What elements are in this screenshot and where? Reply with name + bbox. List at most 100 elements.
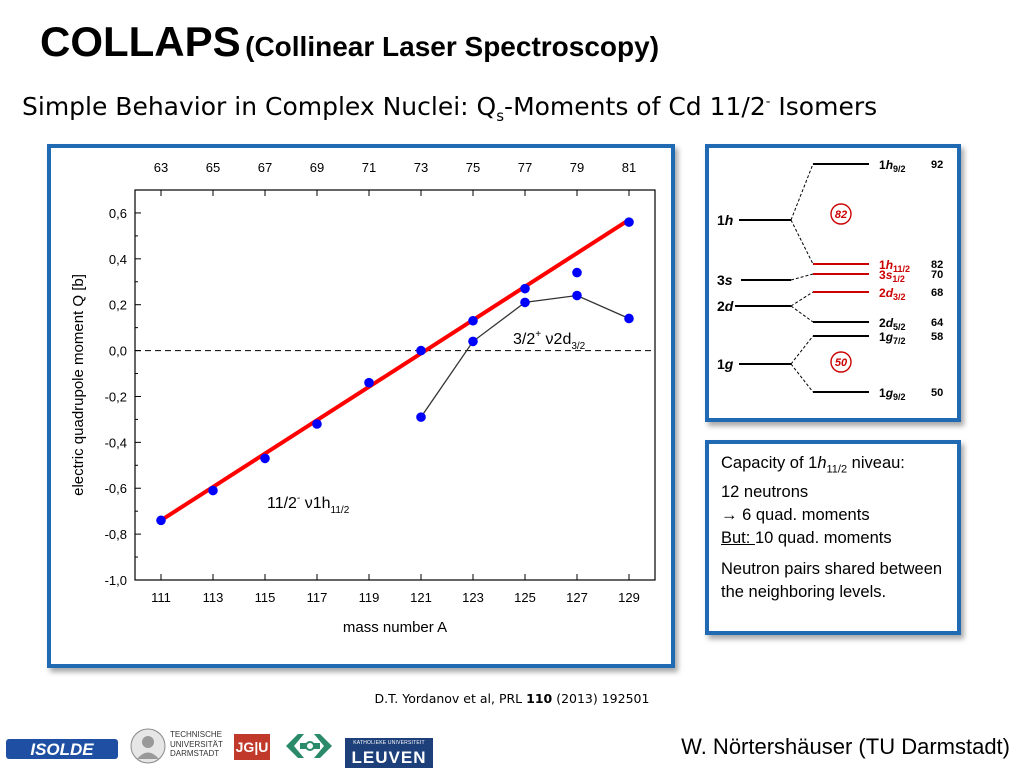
x-tick-label: 115 [255,590,276,605]
x-tick-label: 127 [566,590,588,605]
tud-line-3: DARMSTADT [170,749,220,758]
series-2-point [624,313,634,324]
jgu-logo: JG|U [234,730,270,762]
y-tick-label: -0,8 [105,527,127,542]
level-left-label: 1h [717,212,733,228]
helmholtz-arrow-logo-icon [286,734,332,758]
level-right-j: 9/2 [893,392,906,402]
series-1-point [572,267,582,278]
level-right-n: 1 [879,258,886,272]
level-left-n: 1 [717,212,725,228]
level-right-j: 11/2 [893,264,910,274]
info-line1-pre: Capacity of 1 [721,454,818,472]
annotation-d32-part: ν2d [541,331,571,348]
level-left-label: 3s [717,272,733,288]
annotation-h11-part: ν1h [300,495,330,512]
x-tick-label: 129 [618,590,640,605]
subtitle-post: Isomers [770,92,878,121]
magic-number-circle [830,203,852,225]
level-left-l: s [725,272,733,288]
x-tick-label: 121 [410,590,432,605]
level-right-l: g [885,330,894,344]
annotation-d32-part: + [535,329,541,340]
level-left-l: h [725,212,734,228]
leuven-small-text: KATHOLIEKE UNIVERSITEIT [353,740,425,746]
series-1-point [416,345,426,356]
level-right-label: 2d3/2 [879,286,906,302]
level-occupancy: 64 [931,317,944,329]
level-right-n: 1 [879,386,886,400]
level-right-l: d [886,316,894,330]
annotation-h11-part: 11/2 [267,495,297,512]
slide-title: COLLAPS (Collinear Laser Spectroscopy) [40,18,659,66]
jgu-logo-text: JG|U [234,734,270,760]
x-top-tick-label: 63 [154,160,168,175]
info-line4-but: But: [721,529,755,548]
x-top-tick-label: 75 [466,160,480,175]
level-connector [790,335,814,365]
citation-post: (2013) 192501 [552,691,650,706]
info-paragraph-2: Neutron pairs shared between the neighbo… [721,560,943,602]
magic-number-label: 50 [835,357,848,369]
level-connector [790,163,814,221]
level-right-n: 1 [879,158,886,172]
series-2-point [468,336,478,347]
x-tick-label: 111 [151,590,171,605]
x-top-tick-label: 73 [414,160,428,175]
x-top-tick-label: 65 [206,160,220,175]
citation-pre: D.T. Yordanov et al, PRL [374,691,527,706]
level-right-n: 2 [879,286,886,300]
level-right-l: h [886,258,893,272]
y-tick-label: -0,4 [105,435,127,450]
chart-panel: 111 63 113 65 115 67 117 69 119 71 121 73 123 75 125 77… [47,144,675,668]
level-right-l: h [886,158,893,172]
level-connector [790,363,814,393]
level-right-label: 1g9/2 [879,386,906,402]
series-2-line [420,294,630,418]
quadrupole-chart: 111 63 113 65 115 67 117 69 119 71 121 73 123 75 125 77… [70,160,656,636]
info-line1-post: niveau: [847,454,905,472]
series-2-point [520,297,530,308]
series-2-point [416,412,426,422]
x-axis-label: mass number A [343,619,447,636]
level-occupancy: 50 [931,387,943,399]
annotation-h11-part: 11/2 [331,505,350,516]
level-right-l: g [885,386,894,400]
level-left-n: 2 [717,298,725,314]
ku-leuven-logo: KATHOLIEKE UNIVERSITEIT LEUVEN [345,738,433,768]
y-tick-label: 0,2 [109,298,127,313]
info-line3: → 6 quad. moments [721,506,870,525]
series-1-point [208,485,218,496]
leuven-text: LEUVEN [351,748,427,767]
series-1-point [624,217,634,227]
level-right-j: 5/2 [893,322,906,332]
title-main: COLLAPS [40,18,241,65]
title-paren: (Collinear Laser Spectroscopy) [245,31,660,62]
series-1-point [468,315,478,326]
slide-subtitle: Simple Behavior in Complex Nuclei: Qs-Mo… [22,92,877,125]
annotation-d32: 3/2+ ν2d3/2 [513,329,586,352]
x-top-tick-label: 69 [310,160,324,175]
level-left-label: 2d [717,298,734,314]
series-2-point [572,290,582,301]
level-right-j: 7/2 [893,336,906,346]
leuven-box: KATHOLIEKE UNIVERSITEIT LEUVEN [345,738,433,768]
level-left-n: 1 [717,356,725,372]
series-1-point [156,515,166,526]
series-1-point [364,377,374,388]
info-line2: 12 neutrons [721,483,809,502]
level-right-j: 3/2 [893,292,906,302]
level-right-label: 1h9/2 [879,158,906,174]
x-tick-label: 117 [307,590,328,605]
y-tick-label: -1,0 [105,573,127,588]
series-1-point [520,283,530,294]
tu-darmstadt-logo: TECHNISCHE UNIVERSITÄT DARMSTADT [128,726,228,766]
x-top-tick-label: 71 [362,160,376,175]
fit-line [159,218,631,523]
level-right-l: s [886,268,893,282]
level-right-n: 3 [879,268,886,282]
citation-volume: 110 [526,691,553,706]
y-tick-label: -0,2 [105,389,127,404]
x-top-tick-label: 67 [258,160,272,175]
subtitle-mid: -Moments of Cd 11/2 [504,92,766,121]
